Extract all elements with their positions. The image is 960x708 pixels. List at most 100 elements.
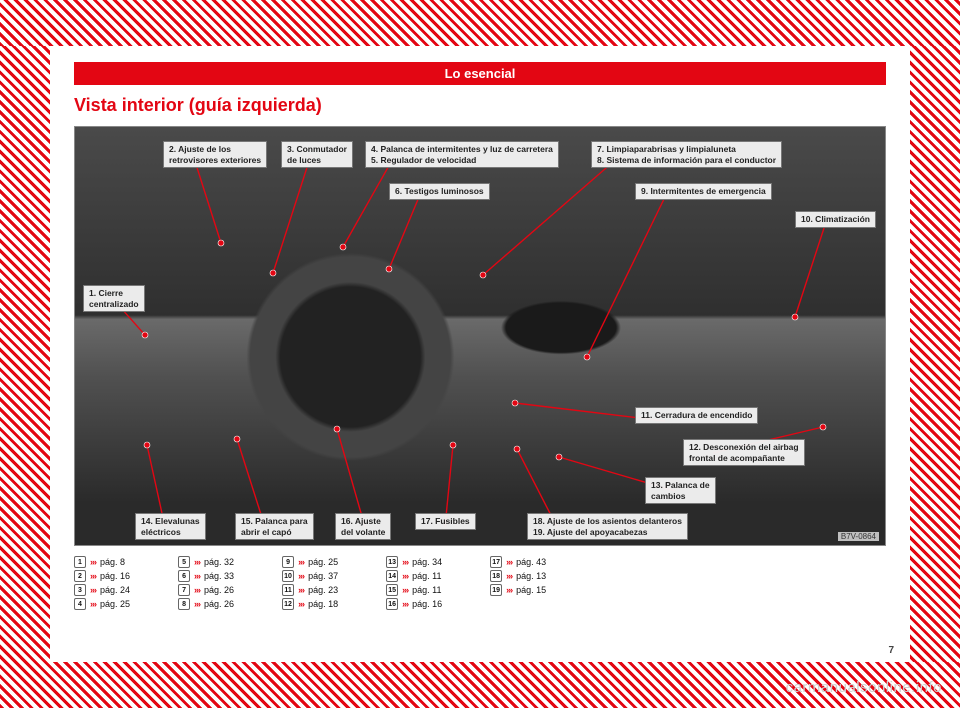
- callout-line: abrir el capó: [241, 527, 308, 538]
- page-ref[interactable]: 6›››pág. 33: [178, 570, 234, 582]
- ref-index: 19: [490, 584, 502, 596]
- chevron-icon: ›››: [402, 571, 408, 581]
- page-ref[interactable]: 3›››pág. 24: [74, 584, 130, 596]
- chevron-icon: ›››: [298, 557, 304, 567]
- ref-page-text: pág. 13: [516, 571, 546, 581]
- ref-column: 13›››pág. 3414›››pág. 1115›››pág. 1116››…: [386, 556, 442, 610]
- callout-c1819: 18. Ajuste de los asientos delanteros19.…: [527, 513, 688, 540]
- ref-index: 2: [74, 570, 86, 582]
- chevron-icon: ›››: [506, 557, 512, 567]
- ref-index: 9: [282, 556, 294, 568]
- ref-column: 9›››pág. 2510›››pág. 3711›››pág. 2312›››…: [282, 556, 338, 610]
- page-ref[interactable]: 16›››pág. 16: [386, 598, 442, 610]
- chevron-icon: ›››: [194, 557, 200, 567]
- callout-line: 16. Ajuste: [341, 516, 385, 527]
- callout-line: 11. Cerradura de encendido: [641, 410, 752, 421]
- callout-line: 6. Testigos luminosos: [395, 186, 484, 197]
- ref-index: 12: [282, 598, 294, 610]
- page-ref[interactable]: 17›››pág. 43: [490, 556, 546, 568]
- ref-page-text: pág. 26: [204, 585, 234, 595]
- ref-index: 14: [386, 570, 398, 582]
- page-ref[interactable]: 2›››pág. 16: [74, 570, 130, 582]
- page-ref[interactable]: 19›››pág. 15: [490, 584, 546, 596]
- manual-page: Lo esencial Vista interior (guía izquier…: [0, 0, 960, 708]
- ref-page-text: pág. 8: [100, 557, 125, 567]
- callout-line: 15. Palanca para: [241, 516, 308, 527]
- callout-line: 17. Fusibles: [421, 516, 470, 527]
- ref-index: 8: [178, 598, 190, 610]
- page-ref[interactable]: 18›››pág. 13: [490, 570, 546, 582]
- chevron-icon: ›››: [90, 557, 96, 567]
- callout-c17: 17. Fusibles: [415, 513, 476, 530]
- border-hatch-left: [0, 0, 50, 708]
- callout-line: 5. Regulador de velocidad: [371, 155, 553, 166]
- callout-line: frontal de acompañante: [689, 453, 799, 464]
- callout-c2: 2. Ajuste de losretrovisores exteriores: [163, 141, 267, 168]
- page-ref[interactable]: 11›››pág. 23: [282, 584, 338, 596]
- page-ref[interactable]: 7›››pág. 26: [178, 584, 234, 596]
- ref-page-text: pág. 23: [308, 585, 338, 595]
- callout-c16: 16. Ajustedel volante: [335, 513, 391, 540]
- border-hatch-right: [910, 0, 960, 708]
- ref-page-text: pág. 33: [204, 571, 234, 581]
- callout-line: 4. Palanca de intermitentes y luz de car…: [371, 144, 553, 155]
- chevron-icon: ›››: [298, 571, 304, 581]
- ref-page-text: pág. 37: [308, 571, 338, 581]
- chevron-icon: ›››: [402, 599, 408, 609]
- ref-page-text: pág. 26: [204, 599, 234, 609]
- ref-page-text: pág. 32: [204, 557, 234, 567]
- callout-line: de luces: [287, 155, 347, 166]
- callout-line: retrovisores exteriores: [169, 155, 261, 166]
- callout-line: 18. Ajuste de los asientos delanteros: [533, 516, 682, 527]
- page-title: Vista interior (guía izquierda): [74, 95, 886, 116]
- callout-line: 19. Ajuste del apoyacabezas: [533, 527, 682, 538]
- callout-line: 1. Cierre: [89, 288, 139, 299]
- callout-line: 3. Conmutador: [287, 144, 347, 155]
- page-ref[interactable]: 15›››pág. 11: [386, 584, 442, 596]
- callout-line: 14. Elevalunas: [141, 516, 200, 527]
- ref-page-text: pág. 18: [308, 599, 338, 609]
- border-hatch-bottom: [0, 662, 960, 708]
- callout-line: cambios: [651, 491, 710, 502]
- callout-c78: 7. Limpiaparabrisas y limpialuneta8. Sis…: [591, 141, 782, 168]
- page-ref[interactable]: 13 ››› pág. 34: [386, 556, 442, 568]
- page-ref[interactable]: 9›››pág. 25: [282, 556, 338, 568]
- ref-column: 5›››pág. 326›››pág. 337›››pág. 268›››pág…: [178, 556, 234, 610]
- callout-c6: 6. Testigos luminosos: [389, 183, 490, 200]
- interior-figure: 1. Cierrecentralizado 2. Ajuste de losret…: [74, 126, 886, 546]
- callout-line: 13. Palanca de: [651, 480, 710, 491]
- ref-index: 13: [386, 556, 398, 568]
- chevron-icon: ›››: [506, 571, 512, 581]
- chevron-icon: ›››: [402, 557, 408, 567]
- callout-line: 12. Desconexión del airbag: [689, 442, 799, 453]
- callout-line: del volante: [341, 527, 385, 538]
- ref-column: 17›››pág. 4318›››pág. 1319›››pág. 15: [490, 556, 546, 610]
- page-ref[interactable]: 8›››pág. 26: [178, 598, 234, 610]
- chevron-icon: ›››: [194, 571, 200, 581]
- page-ref[interactable]: 4›››pág. 25: [74, 598, 130, 610]
- page-ref[interactable]: 14 ››› pág. 11: [386, 570, 442, 582]
- ref-page-text: pág. 34: [412, 557, 442, 567]
- page-ref[interactable]: 12 ››› pág. 18: [282, 598, 338, 610]
- callout-line: 9. Intermitentes de emergencia: [641, 186, 766, 197]
- callout-c14: 14. Elevalunaseléctricos: [135, 513, 206, 540]
- callout-c1: 1. Cierrecentralizado: [83, 285, 145, 312]
- chevron-icon: ›››: [90, 585, 96, 595]
- ref-page-text: pág. 24: [100, 585, 130, 595]
- ref-index: 7: [178, 584, 190, 596]
- callout-c9: 9. Intermitentes de emergencia: [635, 183, 772, 200]
- page-ref[interactable]: 5›››pág. 32: [178, 556, 234, 568]
- page-ref[interactable]: 10›››pág. 37: [282, 570, 338, 582]
- chevron-icon: ›››: [298, 599, 304, 609]
- callout-line: centralizado: [89, 299, 139, 310]
- ref-page-text: pág. 25: [100, 599, 130, 609]
- ref-page-text: pág. 11: [412, 571, 441, 581]
- ref-index: 1: [74, 556, 86, 568]
- callout-c10: 10. Climatización: [795, 211, 876, 228]
- callout-line: eléctricos: [141, 527, 200, 538]
- page-ref[interactable]: 1 ››› pág. 8: [74, 556, 130, 568]
- ref-page-text: pág. 11: [412, 585, 441, 595]
- ref-page-text: pág. 16: [412, 599, 442, 609]
- callout-line: 7. Limpiaparabrisas y limpialuneta: [597, 144, 776, 155]
- ref-index: 17: [490, 556, 502, 568]
